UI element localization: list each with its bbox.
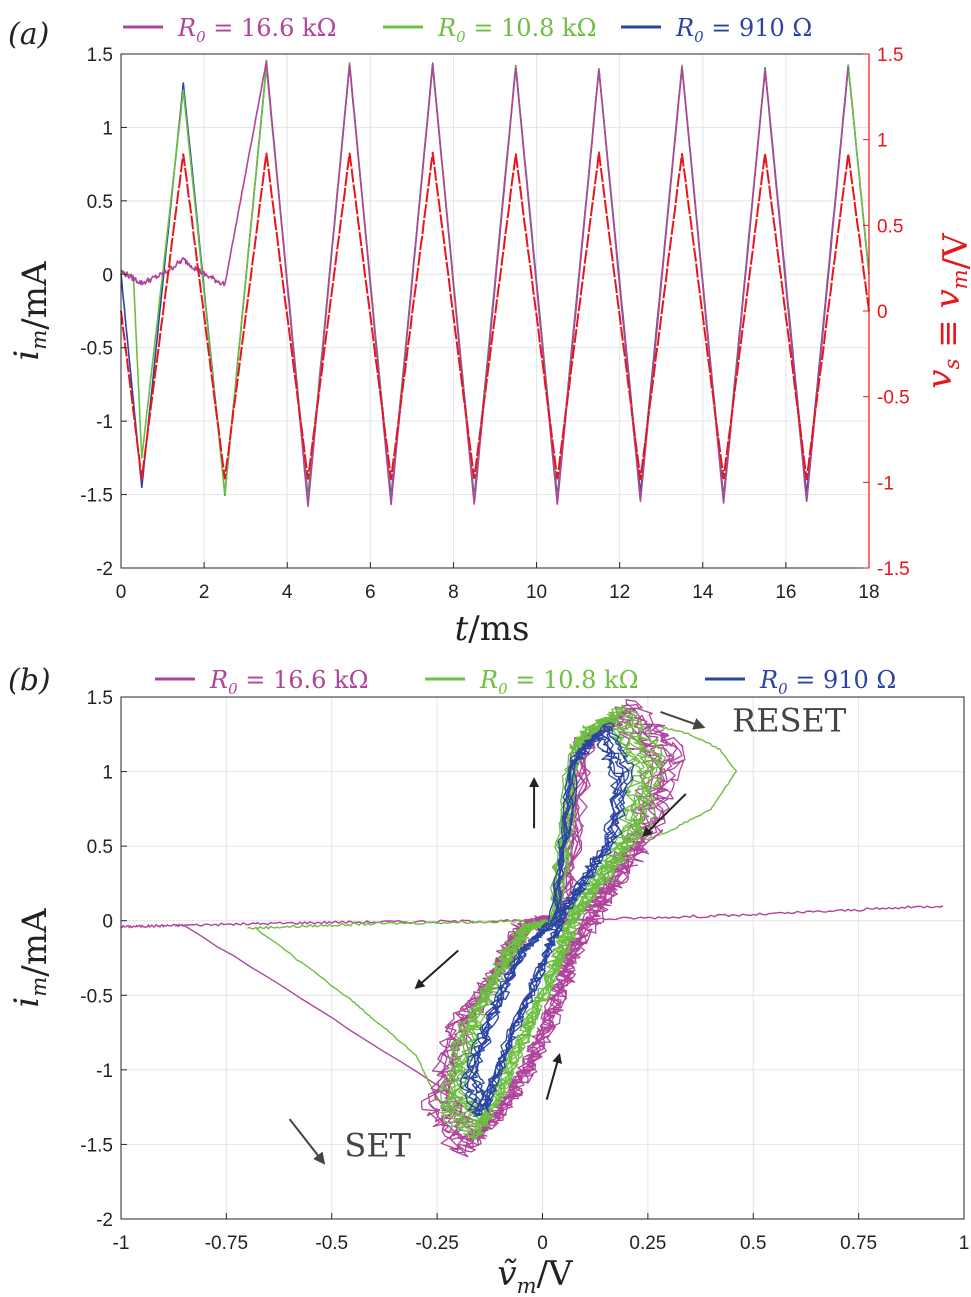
y-axis-label: im/mA [7, 908, 55, 1008]
panel-b-label: (b) [8, 663, 51, 698]
y-tick-label: -0.5 [80, 986, 113, 1007]
loop-line-green [439, 704, 664, 1140]
direction-arrow [414, 949, 459, 990]
panel-a-x-ticks: 0 2 4 6 8 10 12 14 16 18 [116, 562, 880, 603]
legend-label: R0 = 910 Ω [675, 14, 812, 46]
y-tick-label: 0.5 [87, 837, 113, 858]
y-tick-label: 0 [102, 912, 113, 933]
x-tick-label: 10 [526, 582, 547, 603]
loop-line-blue [475, 736, 619, 1109]
y-tick-label: -1 [96, 1061, 113, 1082]
path-line-green-switch [255, 927, 459, 1116]
legend-label: R0 = 16.6 kΩ [209, 666, 369, 698]
panel-b-arrows [288, 710, 706, 1165]
y-tick-label: 0.5 [87, 192, 113, 213]
y2-tick-label: -1.5 [877, 559, 910, 580]
direction-arrow [660, 710, 706, 730]
panel-b-annotations: RESET SET [344, 701, 847, 1164]
x-tick-label: 0 [537, 1233, 548, 1254]
annotation-set: SET [344, 1126, 411, 1164]
panel-b-y-axis-label: im/mA [7, 908, 55, 1008]
panel-b-x-axis-label: ṽm/V [497, 1254, 574, 1297]
direction-arrow [642, 793, 687, 838]
legend-label: R0 = 10.8 kΩ [437, 14, 597, 46]
path-line-magenta-switch [183, 924, 451, 1093]
path-line-green-off-state [247, 919, 543, 930]
path-line-green-reset [563, 726, 738, 921]
y2-tick-label: 1 [877, 131, 888, 152]
panel-a-y-axis-label: im/mA [7, 261, 55, 361]
x-axis-label: t/ms [455, 609, 530, 649]
y-tick-label: -1.5 [80, 1135, 113, 1156]
legend-label: R0 = 910 Ω [759, 666, 896, 698]
y2-tick-label: 1.5 [877, 45, 903, 66]
series-line-red [120, 151, 870, 481]
x-tick-label: 18 [858, 582, 879, 603]
panel-b: (b) R0 = 16.6 kΩ R0 = 10.8 kΩ R0 = 910 Ω -… [7, 663, 969, 1297]
x-tick-label: 8 [448, 582, 459, 603]
x-tick-label: -0.75 [205, 1233, 248, 1254]
y2-tick-label: 0.5 [877, 216, 903, 237]
x-tick-label: 16 [775, 582, 796, 603]
panel-b-x-ticks: -1 -0.75 -0.5 -0.25 0 0.25 0.5 0.75 1 [113, 1213, 970, 1254]
y2-tick-label: -0.5 [877, 388, 910, 409]
x-tick-label: 6 [365, 582, 376, 603]
x-tick-label: 0.75 [840, 1233, 877, 1254]
y2-tick-label: -1 [877, 473, 894, 494]
y-tick-label: -1.5 [80, 486, 113, 507]
y-tick-label: 1 [102, 118, 113, 139]
x-axis-label: ṽm/V [497, 1254, 574, 1297]
panel-a: (a) R0 = 16.6 kΩ R0 = 10.8 kΩ R0 = 910 Ω 0… [7, 14, 971, 649]
y-tick-label: -1 [96, 412, 113, 433]
panel-b-grid [120, 696, 965, 1220]
x-tick-label: 0 [116, 582, 127, 603]
y-tick-label: 0 [102, 265, 113, 286]
panel-a-label: (a) [8, 17, 49, 52]
x-tick-label: 4 [282, 582, 293, 603]
panel-a-y2-axis-label: vs ≡ vm/V [920, 232, 971, 389]
x-tick-label: 14 [692, 582, 714, 603]
y-tick-label: -2 [96, 559, 113, 580]
x-tick-label: 12 [609, 582, 630, 603]
loop-line-blue [466, 725, 630, 1113]
y-tick-label: -0.5 [80, 339, 113, 360]
legend-label: R0 = 10.8 kΩ [479, 666, 639, 698]
panel-b-series [120, 699, 944, 1158]
loop-line-green [446, 714, 658, 1135]
panel-b-y-ticks: -2 -1.5 -1 -0.5 0 0.5 1 1.5 [80, 688, 127, 1231]
panel-a-x-axis-label: t/ms [455, 609, 530, 649]
y-tick-label: 1.5 [87, 45, 113, 66]
y-tick-label: -2 [96, 1210, 113, 1231]
panel-a-y2-ticks: -1.5 -1 -0.5 0 0.5 1 1.5 [863, 45, 910, 580]
x-tick-label: 0.25 [629, 1233, 666, 1254]
legend-label: R0 = 16.6 kΩ [177, 14, 337, 46]
direction-arrow [545, 1053, 562, 1100]
x-tick-label: 2 [199, 582, 210, 603]
y-tick-label: 1.5 [87, 688, 113, 709]
x-tick-label: -1 [113, 1233, 130, 1254]
panel-a-legend: R0 = 16.6 kΩ R0 = 10.8 kΩ R0 = 910 Ω [123, 14, 812, 46]
direction-arrow [288, 1118, 326, 1165]
series-line-magenta [120, 59, 849, 508]
y-tick-label: 1 [102, 763, 113, 784]
x-tick-label: -0.5 [315, 1233, 348, 1254]
y2-tick-label: 0 [877, 302, 888, 323]
panel-b-legend: R0 = 16.6 kΩ R0 = 10.8 kΩ R0 = 910 Ω [155, 666, 896, 698]
y2-axis-label: vs ≡ vm/V [920, 232, 971, 389]
annotation-reset: RESET [732, 701, 847, 739]
y-axis-label: im/mA [7, 261, 55, 361]
panel-a-series [120, 59, 870, 508]
x-tick-label: 0.5 [740, 1233, 766, 1254]
panel-a-y-ticks: -2 -1.5 -1 -0.5 0 0.5 1 1.5 [80, 45, 127, 580]
x-tick-label: 1 [959, 1233, 970, 1254]
x-tick-label: -0.25 [415, 1233, 458, 1254]
loop-line-blue [459, 722, 635, 1117]
